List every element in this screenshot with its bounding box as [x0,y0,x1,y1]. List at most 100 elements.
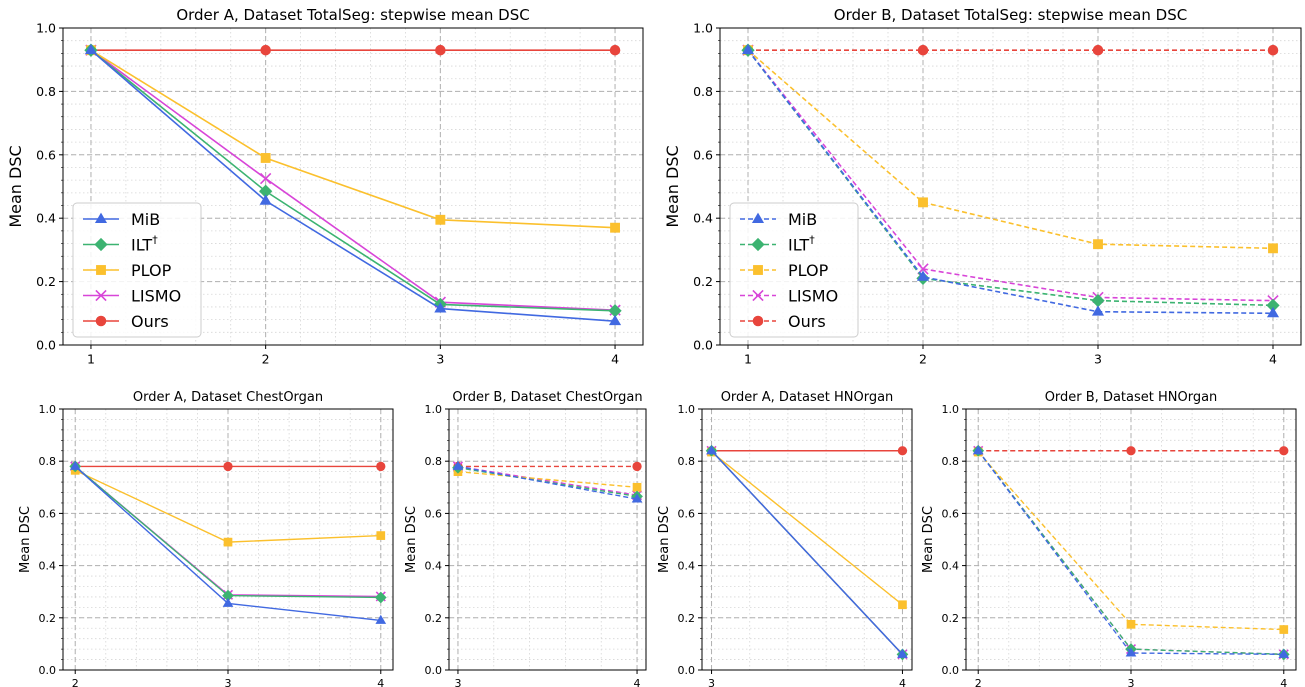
y-tick-label: 0.4 [39,560,57,573]
series-ours [70,461,386,472]
data-point-mib [916,270,930,281]
legend-label-text: MiB [788,210,817,229]
data-point-ilt [374,591,387,604]
data-point-plop [376,531,386,540]
x-tick-label: 3 [708,677,715,687]
y-axis-label: Mean DSC [657,506,672,573]
data-point-ours [897,446,908,456]
y-tick-label: 0.4 [678,560,696,573]
legend-label-text: Ours [131,312,169,331]
y-tick-label: 0.4 [36,211,56,226]
series-line-mib [977,450,1284,656]
data-point-ours [1092,44,1104,56]
data-point-ilt [1091,293,1105,308]
series-line-mib [457,465,638,500]
chart-panel-bottom-2: 0.0 0.2 0.4 0.6 0.8 1.0 3 4 Order B, Dataset Che… [404,390,647,687]
legend-label-superscript: † [809,234,815,247]
x-tick-label: 3 [436,352,444,367]
y-tick-label: 0.6 [39,507,57,520]
chart-title: Order B, Dataset TotalSeg: stepwise mean… [834,6,1187,24]
legend-marker-ours [95,315,107,327]
chart-panel-bottom-1: 0.0 0.2 0.4 0.6 0.8 1.0 2 3 4 Order A, Dataset Ch… [18,390,394,687]
series-line-plop [977,451,1284,631]
chart-title: Order A, Dataset HNOrgan [721,390,894,405]
data-point-ours [1267,44,1279,56]
y-axis-label: Mean DSC [6,145,25,227]
y-tick-label: 1.0 [942,403,960,416]
x-tick-label: 2 [975,677,982,687]
y-tick-label: 0.4 [942,560,960,573]
y-tick-label: 1.0 [39,403,57,416]
data-point-mib [1125,647,1137,657]
data-point-plop [223,537,233,547]
legend-label-text: LISMO [788,287,838,306]
y-tick-label: 0.6 [36,147,56,162]
y-tick-label: 0.6 [425,507,443,520]
data-point-mib [631,493,643,503]
y-axis-label: Mean DSC [921,506,936,573]
y-tick-label: 0.2 [693,274,713,289]
legend-label-lismo: LISMO [131,287,181,306]
series-line-plop [747,49,1274,250]
series-line-lismo [90,49,616,311]
data-point-plop [260,153,271,163]
y-tick-label: 0.0 [39,664,57,677]
data-point-plop [435,214,446,225]
data-point-ilt [222,589,234,602]
chart-title: Order B, Dataset HNOrgan [1045,390,1218,405]
series-mib [972,445,1290,658]
y-tick-label: 0.2 [425,612,443,625]
data-point-plop [632,482,642,492]
legend-label-mib: MiB [131,210,160,229]
legend-label-text: Ours [788,312,826,331]
legend-marker-ilt [94,237,108,252]
y-tick-label: 0.8 [36,84,56,99]
data-point-ours [1279,446,1289,456]
series-mib [452,460,643,503]
legend-label-plop: PLOP [131,261,172,280]
x-tick-label: 2 [72,677,79,687]
legend-marker-mib [751,212,765,223]
data-point-mib [259,194,272,205]
series-ours [453,461,642,472]
y-tick-label: 0.2 [39,612,57,625]
data-point-ilt [1266,298,1280,313]
x-tick-label: 1 [87,352,95,367]
data-point-mib [222,597,234,607]
data-point-mib [706,445,717,455]
y-tick-label: 0.0 [425,664,443,677]
legend: MiB ILT† PLOP LISMO Ours [729,202,859,338]
series-mib [84,43,622,326]
data-point-plop [1093,239,1103,250]
data-point-mib [452,460,464,470]
data-point-mib [69,460,81,470]
data-point-mib [972,445,984,455]
plot-frame [719,27,1302,346]
legend-label-text: MiB [131,210,160,229]
series-line-plop [711,451,903,606]
data-point-ours [917,44,929,56]
data-point-mib [1091,305,1105,316]
x-tick-label: 4 [1280,677,1287,687]
series-line-mib [747,49,1274,315]
x-tick-label: 1 [744,352,752,367]
y-tick-label: 0.4 [425,560,443,573]
series-ours [85,44,621,56]
x-tick-label: 4 [1269,352,1277,367]
data-point-mib [1278,648,1290,658]
series-line-plop [457,470,638,488]
series-line-ilt [90,49,616,312]
data-point-ours [609,44,621,56]
x-tick-label: 3 [225,677,232,687]
legend-marker-ours [752,315,764,327]
data-point-ours [260,44,271,56]
series-mib [69,460,387,624]
legend-marker-lismo [95,289,107,302]
data-point-ilt [259,184,273,198]
series-lismo [452,461,643,501]
y-tick-label: 0.2 [678,612,696,625]
data-point-plop [898,600,907,610]
chart-title: Order B, Dataset ChestOrgan [452,390,642,405]
y-tick-label: 0.2 [36,274,56,289]
